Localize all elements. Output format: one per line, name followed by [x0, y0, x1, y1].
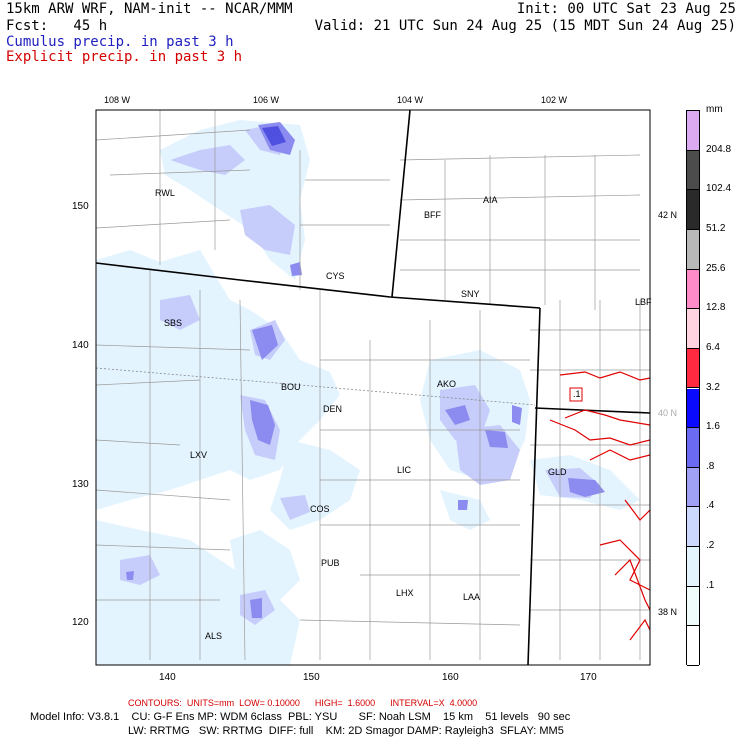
explicit-contours	[549, 371, 650, 641]
model-info-line2: LW: RRTMG SW: RRTMG DIFF: full KM: 2D Sm…	[128, 725, 564, 737]
colorbar-label: 6.4	[706, 341, 720, 353]
lon-label-106w: 106 W	[253, 95, 280, 105]
station-label: RWL	[155, 188, 175, 198]
station-label: LAA	[463, 592, 481, 602]
contour-box-label: .1	[573, 389, 581, 399]
colorbar	[686, 110, 700, 666]
x-tick-170: 170	[580, 672, 597, 683]
contours-info: CONTOURS: UNITS=mm LOW= 0.10000 HIGH= 1.…	[128, 698, 478, 708]
colorbar-label: 102.4	[706, 183, 732, 195]
colorbar-segment	[687, 229, 699, 270]
y-tick-130: 130	[72, 479, 89, 490]
y-tick-150: 150	[72, 201, 89, 212]
station-label: BOU	[281, 382, 301, 392]
lat-label-40n: 40 N	[658, 408, 678, 418]
valid-time: Valid: 21 UTC Sun 24 Aug 25 (15 MDT Sun …	[314, 18, 736, 34]
station-label: AIA	[483, 195, 498, 205]
lon-label-102w: 102 W	[541, 95, 568, 105]
x-tick-160: 160	[442, 672, 459, 683]
station-label: LXV	[190, 450, 208, 460]
lon-label-104w: 104 W	[397, 95, 424, 105]
legend-explicit: Explicit precip. in past 3 h	[6, 49, 243, 65]
init-time: Init: 00 UTC Sat 23 Aug 25	[516, 1, 736, 17]
forecast-hour: Fcst: 45 h	[6, 18, 108, 34]
state-borders	[96, 110, 650, 665]
legend-cumulus: Cumulus precip. in past 3 h	[6, 34, 234, 50]
x-tick-140: 140	[159, 672, 176, 683]
colorbar-segment	[687, 507, 699, 548]
station-label: PUB	[321, 558, 340, 568]
contour-box	[569, 387, 583, 402]
latitude-line	[96, 367, 536, 406]
colorbar-label: 25.6	[706, 262, 726, 274]
colorbar-label: .2	[706, 540, 715, 552]
y-tick-120: 120	[72, 617, 89, 628]
station-label: SBS	[164, 318, 183, 328]
colorbar-label: .8	[706, 460, 715, 472]
station-label: COS	[310, 504, 330, 514]
station-label: ALS	[205, 631, 223, 641]
colorbar-segment	[687, 309, 699, 349]
colorbar-segment	[687, 626, 699, 666]
station-label: LIC	[397, 465, 412, 475]
station-label: AKO	[437, 379, 457, 389]
lat-label-42n: 42 N	[658, 210, 678, 220]
colorbar-label: 12.8	[706, 302, 726, 314]
precip-fill-strong	[126, 122, 605, 618]
model-title: 15km ARW WRF, NAM-init -- NCAR/MMM	[6, 1, 293, 17]
colorbar-segment	[687, 190, 699, 230]
colorbar-label: 51.2	[706, 222, 726, 234]
station-label: LHX	[396, 588, 414, 598]
station-label: BFF	[424, 210, 441, 220]
model-info-line1: Model Info: V3.8.1 CU: G-F Ens MP: WDM 6…	[30, 711, 571, 723]
colorbar-label: 204.8	[706, 143, 732, 155]
colorbar-label: 1.6	[706, 421, 720, 433]
colorbar-segment	[687, 269, 699, 310]
colorbar-label: .4	[706, 500, 715, 512]
colorbar-segment	[687, 388, 699, 429]
station-label: SNY	[461, 289, 480, 299]
county-borders	[96, 110, 650, 661]
lon-label-108w: 108 W	[104, 95, 131, 105]
lat-label-38n: 38 N	[658, 607, 678, 617]
precip-fill-light	[96, 120, 640, 665]
colorbar-label: 3.2	[706, 381, 720, 393]
map-frame	[95, 109, 651, 666]
station-label: DEN	[323, 404, 343, 414]
colorbar-unit: mm	[706, 104, 723, 115]
precip-fill-peak	[262, 126, 286, 146]
colorbar-segment	[687, 586, 699, 627]
x-tick-150: 150	[303, 672, 320, 683]
colorbar-segment	[687, 428, 699, 468]
colorbar-segment	[687, 547, 699, 587]
colorbar-segment	[687, 150, 699, 191]
station-label: GLD	[548, 467, 567, 477]
station-label: CYS	[326, 271, 345, 281]
colorbar-segment	[687, 467, 699, 508]
colorbar-segment	[687, 111, 699, 151]
y-tick-140: 140	[72, 340, 89, 351]
colorbar-label: .1	[706, 579, 715, 591]
station-label: LBF	[635, 297, 652, 307]
colorbar-segment	[687, 348, 699, 389]
